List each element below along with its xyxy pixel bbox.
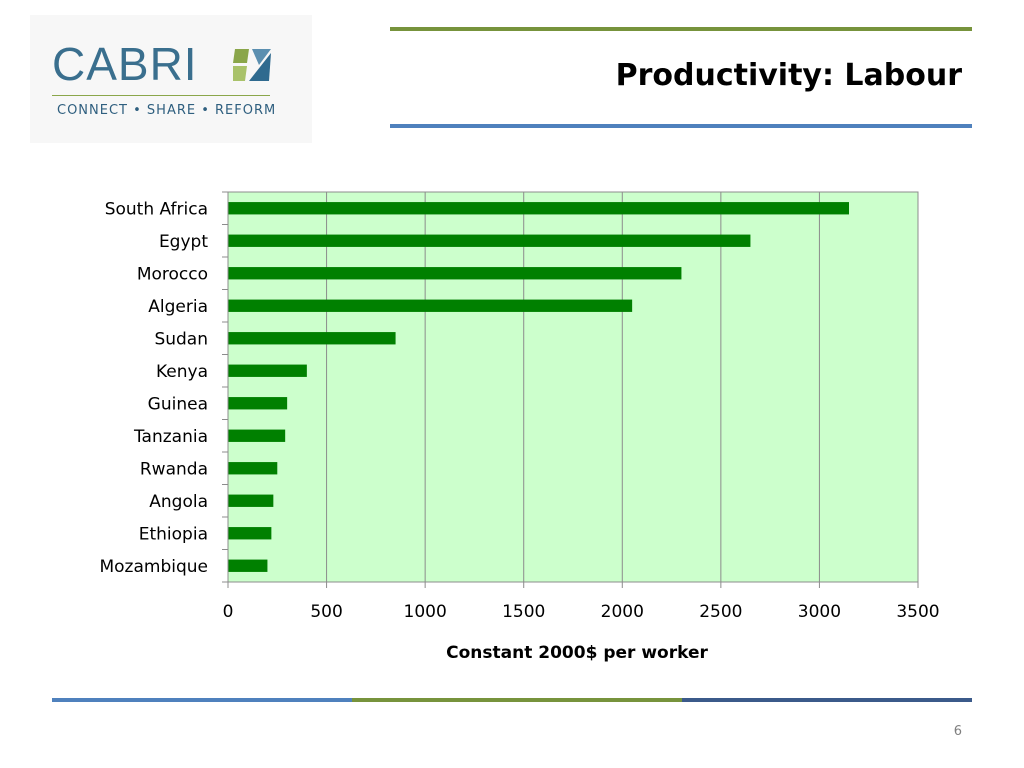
x-tick-label: 2500 (699, 602, 742, 622)
y-category-label: Sudan (154, 329, 208, 349)
x-tick-label: 2000 (601, 602, 644, 622)
x-tick-label: 1000 (404, 602, 447, 622)
footer-rule-blue (52, 698, 352, 702)
y-category-label: Mozambique (99, 557, 208, 577)
bar (228, 202, 849, 215)
footer-rule-navy (682, 698, 972, 702)
bar (228, 429, 286, 442)
y-category-label: South Africa (105, 199, 208, 219)
y-category-label: Tanzania (133, 427, 208, 447)
bar (228, 527, 272, 540)
y-category-label: Morocco (137, 264, 208, 284)
y-category-label: Algeria (148, 297, 208, 317)
x-axis-label: Constant 2000$ per worker (446, 643, 708, 663)
x-tick-label: 1500 (502, 602, 545, 622)
bar (228, 397, 288, 410)
bar (228, 559, 268, 572)
title-top-rule (390, 27, 972, 31)
y-category-label: Kenya (156, 362, 208, 382)
page-number: 6 (953, 724, 962, 739)
title-bottom-rule (390, 124, 972, 128)
bar (228, 462, 278, 475)
y-category-label: Angola (149, 492, 208, 512)
plot-border (227, 191, 919, 583)
bar (228, 494, 274, 507)
cabri-logo-mark-icon (233, 49, 271, 81)
x-tick-label: 500 (310, 602, 342, 622)
bar (228, 332, 396, 345)
logo-divider (52, 95, 270, 96)
x-tick-label: 3000 (798, 602, 841, 622)
y-category-label: Guinea (148, 394, 208, 414)
plot-area (228, 192, 918, 582)
y-category-label: Egypt (159, 232, 208, 252)
y-category-label: Ethiopia (139, 524, 208, 544)
logo-tagline: CONNECT • SHARE • REFORM (57, 103, 277, 118)
logo-wordmark: CABRI (52, 38, 198, 90)
bar (228, 364, 307, 377)
footer-rule-green (352, 698, 682, 702)
cabri-logo: CABRI CONNECT • SHARE • REFORM (30, 15, 312, 143)
x-tick-label: 0 (223, 602, 234, 622)
bar (228, 234, 751, 247)
bar (228, 299, 633, 312)
y-category-label: Rwanda (140, 459, 208, 479)
bar-chart: 0 500 1000 1500 2000 2500 3000 3500 South Africa… (99, 191, 940, 663)
bar (228, 267, 682, 280)
x-tick-label: 3500 (896, 602, 939, 622)
slide-title: Productivity: Labour (615, 58, 962, 93)
